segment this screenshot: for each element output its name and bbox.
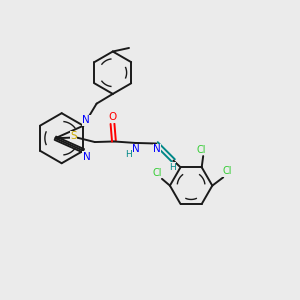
Text: S: S [70,131,77,142]
Text: N: N [153,144,161,154]
Text: N: N [132,144,140,154]
Text: Cl: Cl [222,167,232,176]
Text: H: H [169,163,175,172]
Text: Cl: Cl [153,168,162,178]
Text: Cl: Cl [197,145,206,154]
Text: N: N [82,116,90,125]
Text: H: H [125,150,132,159]
Text: N: N [83,152,91,162]
Text: O: O [108,112,117,122]
